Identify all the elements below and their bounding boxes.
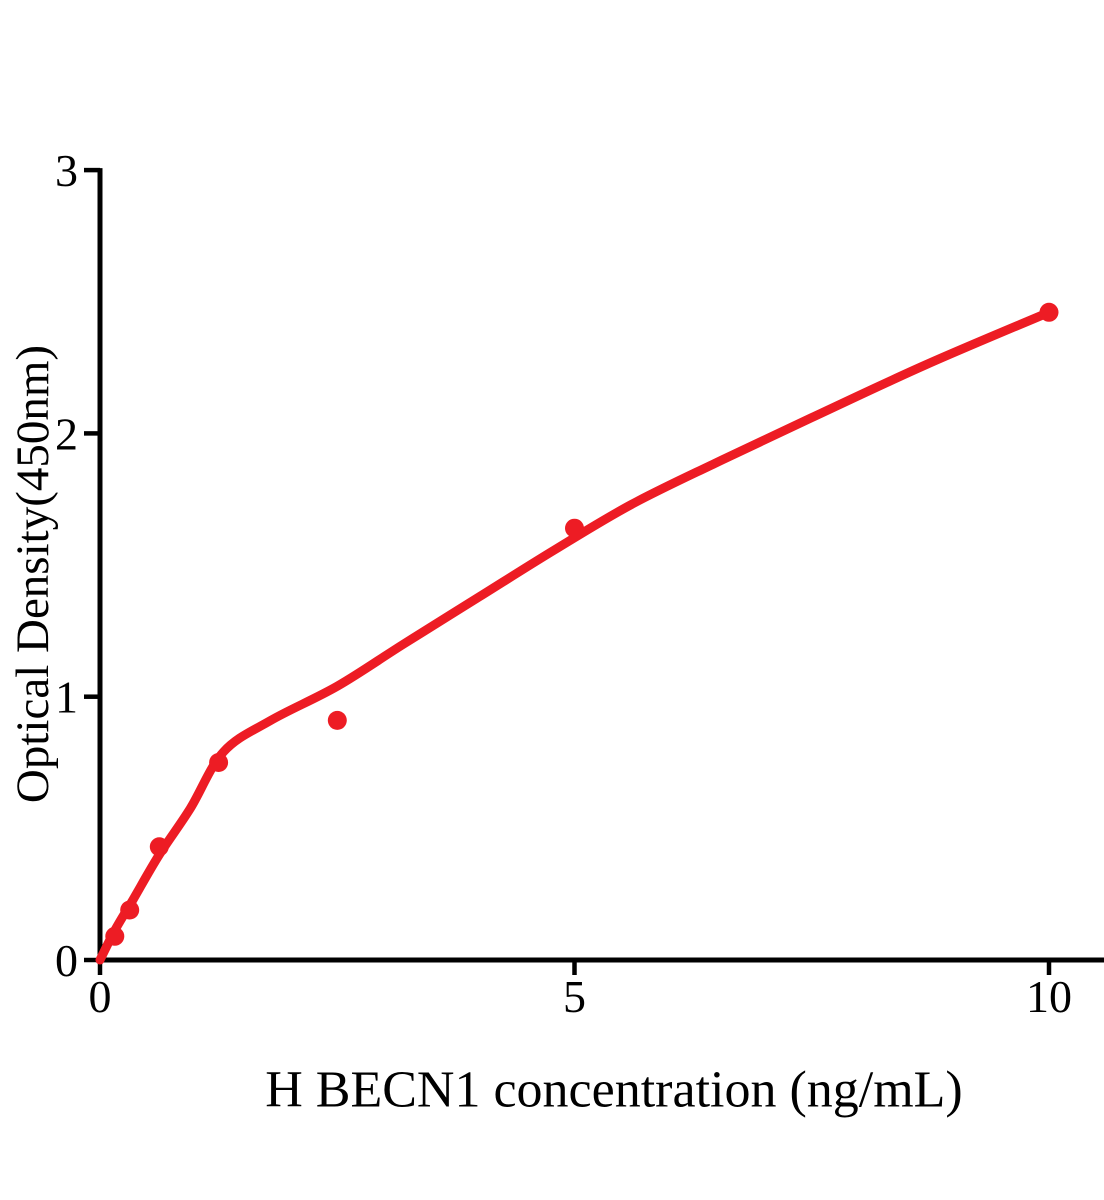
data-point — [209, 753, 229, 772]
x-tick-label: 0 — [89, 971, 112, 1022]
y-tick-label: 2 — [55, 408, 78, 459]
data-point — [120, 900, 140, 920]
data-point — [149, 837, 169, 857]
y-axis-title: Optical Density(450nm) — [7, 344, 59, 804]
fit-curve — [95, 307, 1054, 965]
y-tick-label: 0 — [55, 935, 78, 986]
y-tick-label: 1 — [55, 672, 78, 723]
data-point — [327, 710, 347, 730]
x-tick-label: 10 — [1026, 971, 1072, 1022]
data-point — [105, 926, 125, 946]
y-tick-label: 3 — [55, 145, 78, 196]
x-tick-label: 5 — [563, 971, 586, 1022]
data-point — [565, 518, 584, 538]
data-point — [1039, 302, 1059, 322]
x-axis-title: H BECN1 concentration (ng/mL) — [265, 1061, 963, 1119]
